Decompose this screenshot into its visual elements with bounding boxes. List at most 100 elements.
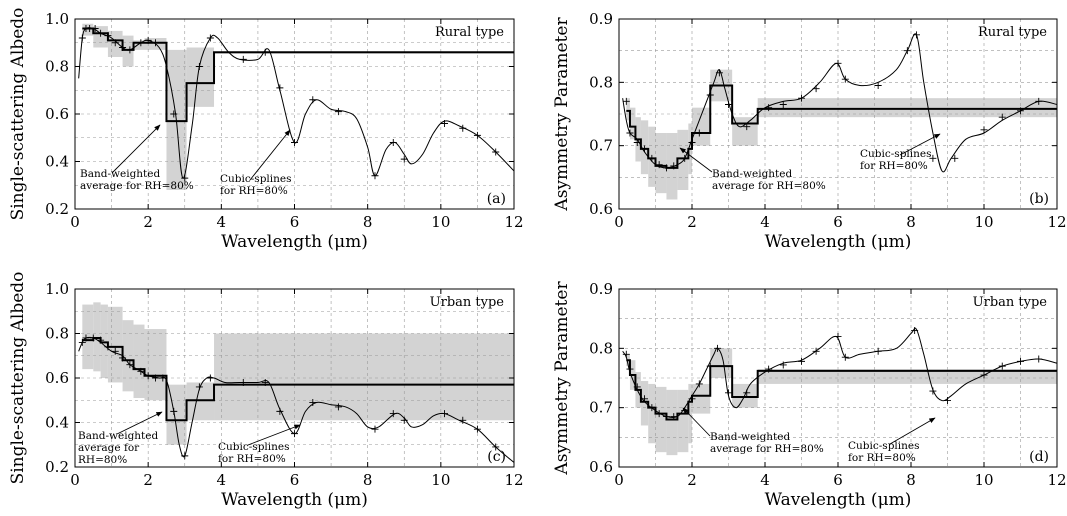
spline-marker — [648, 154, 656, 162]
spline-marker — [655, 161, 663, 169]
band-range-rect — [107, 306, 123, 383]
x-tick-label: 6 — [833, 213, 843, 231]
spline-marker — [440, 120, 448, 127]
spline-marker — [170, 407, 178, 415]
x-tick-label: 8 — [906, 213, 916, 231]
spline-marker — [309, 96, 317, 104]
spline-marker — [137, 39, 145, 47]
spline-marker — [206, 34, 214, 42]
spline-marker — [459, 416, 467, 424]
annotation-text: for RH=80% — [848, 452, 916, 464]
y-tick-label: 0.6 — [45, 105, 69, 123]
x-tick-label: 12 — [1047, 213, 1066, 231]
spline-marker — [151, 39, 159, 47]
spline-marker — [706, 91, 714, 99]
band-range-rect — [666, 389, 678, 456]
spline-marker — [944, 397, 951, 405]
spline-marker — [798, 94, 805, 102]
band-range-rect — [186, 382, 215, 421]
spline-marker — [492, 443, 500, 451]
spline-marker — [626, 129, 634, 137]
aerosol-type-label: Rural type — [978, 25, 1047, 40]
band-range-rect — [648, 383, 656, 444]
annotation-arrow — [679, 147, 713, 173]
x-tick-label: 8 — [363, 213, 373, 231]
panel-label: (a) — [487, 191, 506, 207]
x-tick-label: 2 — [143, 471, 153, 489]
band-range-rect — [122, 320, 134, 392]
band-range-rect — [82, 304, 94, 370]
spline-marker — [706, 362, 714, 370]
spline-marker — [334, 108, 342, 116]
y-tick-label: 0.8 — [45, 325, 69, 343]
band-range-rect — [692, 107, 711, 146]
spline-marker — [622, 350, 630, 358]
y-tick-label: 0.7 — [589, 399, 613, 417]
y-axis-label: Single-scattering Albedo — [8, 272, 28, 485]
x-tick-label: 0 — [614, 213, 624, 231]
spline-marker — [670, 413, 678, 421]
annotation-text: Band-weighted — [78, 430, 158, 442]
spline-marker — [473, 131, 481, 139]
aerosol-type-label: Rural type — [435, 25, 504, 40]
spline-marker — [181, 452, 189, 460]
spline-marker — [662, 413, 670, 421]
band-range-rect — [214, 333, 514, 421]
spline-marker — [980, 126, 988, 134]
spline-marker — [779, 101, 787, 108]
spline-marker — [688, 139, 696, 146]
range-bands — [626, 348, 1057, 456]
spline-marker — [765, 365, 773, 373]
spline-marker — [126, 46, 134, 54]
annotation-text: for RH=80% — [860, 160, 928, 172]
annotation-arrow — [899, 133, 941, 156]
band-range-rect — [677, 129, 689, 190]
series-group — [78, 25, 514, 182]
spline-marker — [641, 395, 649, 403]
y-tick-label: 0.6 — [589, 458, 613, 476]
aerosol-type-label: Urban type — [973, 295, 1048, 310]
spline-marker — [633, 383, 641, 391]
spline-marker — [170, 110, 178, 118]
annotation-text: average for — [78, 442, 140, 454]
x-tick-label: 2 — [687, 471, 697, 489]
band-range-rect — [100, 304, 108, 378]
y-tick-label: 0.4 — [45, 153, 69, 171]
spline-marker — [334, 403, 342, 411]
annotation-text: Band-weighted — [80, 168, 160, 180]
y-tick-label: 0.8 — [45, 58, 69, 76]
spline-marker — [743, 123, 751, 131]
x-tick-label: 12 — [1047, 471, 1066, 489]
annotation-arrow — [682, 407, 711, 437]
spline-marker — [371, 425, 379, 433]
x-tick-label: 10 — [431, 471, 450, 489]
spline-marker — [291, 139, 298, 146]
spline-marker — [159, 374, 167, 382]
band-weighted-step-line — [626, 359, 1057, 421]
x-axis-label: Wavelength (μm) — [221, 232, 368, 252]
annotation-text: average for RH=80% — [80, 180, 194, 192]
x-tick-label: 6 — [290, 471, 300, 489]
x-tick-label: 12 — [504, 213, 523, 231]
spline-marker — [206, 374, 214, 382]
spline-marker — [78, 338, 86, 346]
x-tick-label: 10 — [974, 213, 993, 231]
band-range-rect — [732, 117, 758, 146]
y-tick-label: 0.9 — [589, 280, 613, 298]
panel-label: (c) — [487, 449, 506, 465]
spline-marker — [812, 85, 820, 93]
band-range-rect — [655, 386, 667, 453]
x-tick-label: 0 — [70, 213, 80, 231]
y-tick-label: 0.6 — [45, 369, 69, 387]
spline-marker — [276, 84, 284, 92]
x-tick-label: 10 — [431, 213, 450, 231]
spline-marker — [151, 374, 159, 382]
spline-marker — [812, 347, 820, 355]
spline-marker — [97, 336, 105, 344]
spline-marker — [97, 29, 105, 37]
annotation-text: Cubic-splines — [220, 173, 292, 185]
